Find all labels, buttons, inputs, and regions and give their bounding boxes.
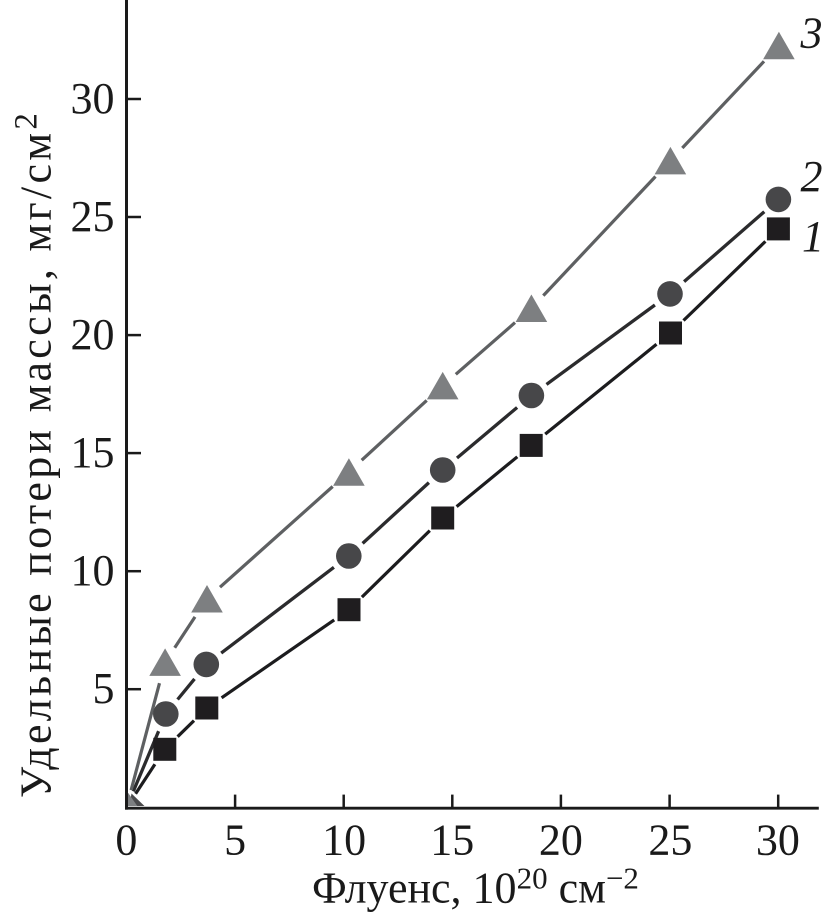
svg-text:2: 2	[801, 152, 822, 201]
svg-text:Удельные потери массы, мг/см2: Удельные потери массы, мг/см2	[9, 110, 61, 798]
svg-text:15: 15	[430, 816, 474, 865]
svg-text:30: 30	[71, 74, 115, 123]
svg-text:25: 25	[71, 192, 115, 241]
svg-text:20: 20	[539, 816, 583, 865]
svg-text:20: 20	[71, 310, 115, 359]
svg-text:Флуенс, 1020 см−2: Флуенс, 1020 см−2	[312, 861, 639, 913]
svg-text:1: 1	[802, 212, 822, 261]
svg-text:5: 5	[93, 664, 115, 713]
svg-text:10: 10	[71, 546, 115, 595]
svg-text:10: 10	[322, 816, 366, 865]
svg-text:15: 15	[71, 428, 115, 477]
svg-text:0: 0	[115, 816, 137, 865]
svg-text:25: 25	[648, 816, 692, 865]
svg-text:30: 30	[756, 816, 800, 865]
svg-text:3: 3	[800, 9, 822, 58]
svg-text:5: 5	[224, 816, 246, 865]
